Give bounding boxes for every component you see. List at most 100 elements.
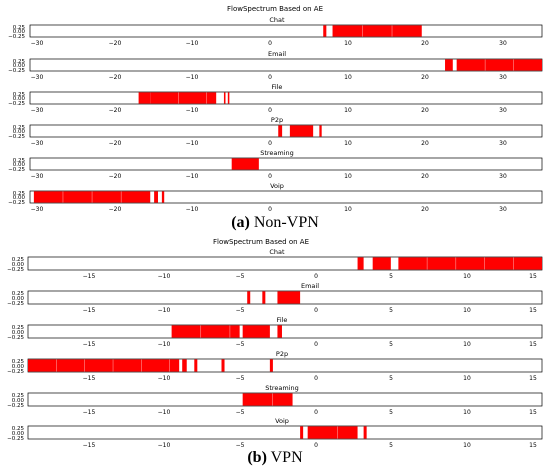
x-tick-label: −5 — [236, 409, 245, 416]
y-ticks: 0.25 0.00 −0.25 — [7, 291, 24, 307]
x-tick-label: 10 — [344, 140, 352, 147]
x-ticks: −30 −20 −10 0 10 20 30 — [31, 40, 507, 47]
plot-frame — [29, 124, 543, 138]
spectrum-band — [445, 59, 453, 71]
spectrum-marks — [445, 59, 542, 71]
spectrum-band — [363, 426, 367, 439]
spectrum-marks — [323, 25, 422, 37]
spectrum-band — [357, 257, 364, 270]
x-tick-label: 30 — [499, 40, 507, 47]
x-tick-label: −30 — [31, 206, 44, 213]
y-ticks: 0.25 0.00 −0.25 — [7, 359, 24, 375]
x-tick-label: 20 — [421, 40, 429, 47]
x-tick-label: 15 — [529, 341, 537, 348]
x-tick-label: 10 — [344, 173, 352, 180]
spectrum-band — [456, 59, 542, 71]
x-tick-label: 20 — [421, 140, 429, 147]
x-tick-label: −30 — [31, 74, 44, 81]
x-tick-label: 0 — [314, 409, 318, 416]
x-tick-label: 30 — [499, 173, 507, 180]
spectrum-marks — [33, 191, 165, 203]
subplot-title: Voip — [275, 417, 289, 425]
spectrum-band — [150, 92, 217, 104]
x-tick-label: 20 — [421, 107, 429, 114]
x-tick-label: −30 — [31, 140, 44, 147]
y-ticks: 0.25 0.00 −0.25 — [7, 257, 24, 273]
x-tick-label: −10 — [186, 140, 199, 147]
spectrum-band — [398, 257, 542, 270]
y-tick-label: 0.00 — [12, 431, 25, 437]
spectrum-band — [194, 359, 198, 372]
y-ticks: 0.25 0.00 −0.25 — [8, 191, 25, 206]
spectrum-band — [221, 359, 225, 372]
y-tick-label: −0.25 — [8, 167, 25, 173]
subplot-email: Email 0.25 0.00 −0.25 −15 −10 −5 0 5 10 … — [7, 282, 543, 314]
y-tick-label: 0.00 — [13, 162, 26, 168]
x-tick-label: −5 — [236, 341, 245, 348]
spectrum-marks — [231, 158, 259, 170]
x-tick-label: 0 — [314, 273, 318, 280]
x-ticks: −15 −10 −5 0 5 10 15 — [83, 307, 537, 314]
x-tick-label: 20 — [421, 173, 429, 180]
x-tick-label: −10 — [158, 307, 171, 314]
y-ticks: 0.25 0.00 −0.25 — [7, 325, 24, 341]
plot-frame — [27, 290, 543, 305]
y-tick-label: 0.25 — [13, 191, 26, 197]
spectrum-band — [182, 359, 187, 372]
spectrum-band — [372, 257, 391, 270]
x-tick-label: 30 — [499, 140, 507, 147]
spectrum-band — [277, 291, 301, 304]
x-tick-label: 15 — [529, 375, 537, 382]
x-tick-label: −15 — [83, 442, 96, 449]
plot-frame — [29, 157, 543, 171]
x-ticks: −30 −20 −10 0 10 20 30 — [31, 173, 507, 180]
spectrum-marks — [300, 426, 367, 439]
plot-frame — [29, 24, 543, 38]
panel-title: FlowSpectrum Based on AE — [227, 5, 323, 13]
x-tick-label: −15 — [83, 375, 96, 382]
x-ticks: −15 −10 −5 0 5 10 15 — [83, 341, 537, 348]
subplot-title: P2p — [276, 350, 288, 358]
subplot-title: File — [277, 316, 288, 324]
x-ticks: −15 −10 −5 0 5 10 15 — [83, 442, 537, 449]
x-tick-label: 5 — [389, 409, 393, 416]
spectrum-marks — [28, 359, 273, 372]
subplot-voip: Voip 0.25 0.00 −0.25 −15 −10 −5 0 5 10 1… — [7, 417, 543, 449]
y-tick-label: 0.25 — [13, 25, 26, 31]
x-tick-label: 0 — [314, 375, 318, 382]
spectrum-band — [332, 25, 422, 37]
spectrum-band — [319, 125, 322, 137]
subplot-title: Chat — [269, 16, 285, 24]
plot-frame — [29, 190, 543, 204]
panel-non-vpn: FlowSpectrum Based on AE Chat 0.25 0.00 … — [8, 5, 543, 213]
spectrum-band — [289, 125, 314, 137]
spectrum-band — [154, 191, 158, 203]
spectrum-band — [300, 426, 304, 439]
y-tick-label: −0.25 — [7, 301, 24, 307]
x-tick-label: −20 — [109, 206, 122, 213]
x-tick-label: 0 — [268, 107, 272, 114]
spectrum-band — [269, 359, 273, 372]
y-tick-label: 0.00 — [13, 195, 26, 201]
x-tick-label: −5 — [236, 375, 245, 382]
x-tick-label: −30 — [31, 173, 44, 180]
x-tick-label: 10 — [344, 107, 352, 114]
y-tick-label: −0.25 — [8, 34, 25, 40]
subplot-chat: Chat 0.25 0.00 −0.25 −15 −10 −5 0 5 10 1… — [7, 248, 543, 280]
y-ticks: 0.25 0.00 −0.25 — [8, 25, 25, 40]
y-ticks: 0.25 0.00 −0.25 — [7, 426, 24, 442]
x-ticks: −30 −20 −10 0 10 20 30 — [31, 140, 507, 147]
plot-frame — [29, 91, 543, 105]
y-tick-label: −0.25 — [7, 335, 24, 341]
x-tick-label: 10 — [344, 40, 352, 47]
y-tick-label: 0.00 — [12, 364, 25, 370]
subplot-title: File — [272, 83, 283, 91]
x-tick-label: 10 — [463, 273, 471, 280]
caption-vpn: (b) VPN — [0, 449, 550, 467]
y-tick-label: 0.25 — [12, 426, 25, 432]
y-tick-label: −0.25 — [8, 101, 25, 107]
spectrum-band — [161, 191, 165, 203]
plot-frame — [27, 324, 543, 339]
x-tick-label: 5 — [389, 341, 393, 348]
subplot-chat: Chat 0.25 0.00 −0.25 −30 −20 −10 0 10 20… — [8, 16, 543, 47]
